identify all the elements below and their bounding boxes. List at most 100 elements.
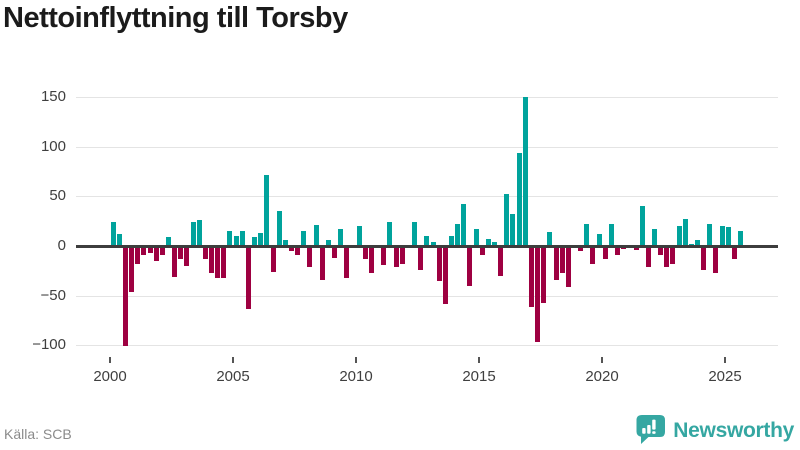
bar bbox=[670, 246, 676, 264]
bar bbox=[362, 246, 368, 259]
bar bbox=[455, 224, 461, 247]
bar bbox=[381, 246, 387, 265]
bar bbox=[467, 246, 473, 286]
gridline bbox=[76, 146, 778, 148]
bar bbox=[639, 206, 645, 247]
bar bbox=[190, 222, 196, 247]
bar bbox=[387, 222, 393, 247]
bar bbox=[245, 246, 251, 309]
bar bbox=[682, 219, 688, 247]
bar bbox=[239, 231, 245, 247]
bar bbox=[147, 246, 153, 253]
bar bbox=[522, 97, 528, 247]
newsworthy-logo-text: Newsworthy bbox=[673, 418, 794, 442]
bar bbox=[399, 246, 405, 264]
bar bbox=[719, 226, 725, 247]
bar bbox=[633, 246, 639, 250]
bar bbox=[731, 246, 737, 259]
bar bbox=[332, 246, 338, 258]
bar bbox=[412, 222, 418, 247]
y-axis-tick-label: 0 bbox=[57, 237, 66, 254]
bar bbox=[541, 246, 547, 303]
bar bbox=[578, 246, 584, 251]
x-axis-tick bbox=[355, 357, 357, 363]
x-axis-tick bbox=[478, 357, 480, 363]
bar bbox=[424, 236, 430, 247]
bar bbox=[282, 240, 288, 247]
bar bbox=[276, 211, 282, 247]
bar bbox=[479, 246, 485, 255]
bar bbox=[664, 246, 670, 267]
source-caption: Källa: SCB bbox=[4, 426, 72, 442]
bar bbox=[547, 232, 553, 247]
bar bbox=[510, 214, 516, 247]
bar bbox=[227, 231, 233, 247]
bar bbox=[528, 246, 534, 307]
bar bbox=[221, 246, 227, 278]
bar bbox=[313, 225, 319, 247]
bar bbox=[165, 237, 171, 247]
bar bbox=[141, 246, 147, 255]
bar bbox=[645, 246, 651, 267]
x-axis-tick bbox=[232, 357, 234, 363]
bar bbox=[153, 246, 159, 261]
y-axis-tick-label: 100 bbox=[40, 137, 66, 155]
bar bbox=[270, 246, 276, 272]
newsworthy-badge-icon bbox=[636, 415, 666, 444]
bar bbox=[356, 226, 362, 247]
bar bbox=[264, 174, 270, 247]
gridline bbox=[76, 345, 778, 347]
bar bbox=[110, 222, 116, 247]
bar bbox=[608, 224, 614, 247]
x-axis-tick-label: 2020 bbox=[585, 368, 619, 385]
bar bbox=[172, 246, 178, 277]
bar bbox=[658, 246, 664, 255]
x-axis-tick bbox=[724, 357, 726, 363]
chart-title: Nettoinflyttning till Torsby bbox=[3, 2, 348, 34]
bar bbox=[485, 239, 491, 247]
bar bbox=[338, 229, 344, 247]
bar bbox=[368, 246, 374, 273]
bar bbox=[178, 246, 184, 259]
y-axis-tick-label: −100 bbox=[32, 336, 66, 354]
gridline bbox=[76, 295, 778, 297]
bar bbox=[707, 224, 713, 247]
bar bbox=[565, 246, 571, 287]
y-axis-tick-label: −50 bbox=[40, 286, 66, 304]
bar bbox=[301, 231, 307, 247]
bar bbox=[184, 246, 190, 266]
bar bbox=[701, 246, 707, 270]
bar bbox=[695, 240, 701, 247]
bar bbox=[448, 236, 454, 247]
y-axis-tick-label: 50 bbox=[49, 187, 66, 205]
bar bbox=[596, 234, 602, 247]
bar bbox=[418, 246, 424, 270]
zero-axis-line bbox=[76, 244, 778, 248]
bar bbox=[498, 246, 504, 276]
bar bbox=[325, 240, 331, 247]
bar bbox=[516, 152, 522, 247]
bar bbox=[436, 246, 442, 281]
gridline bbox=[76, 97, 778, 99]
bar bbox=[553, 246, 559, 280]
bar bbox=[129, 246, 135, 292]
bar bbox=[676, 226, 682, 247]
bar bbox=[215, 246, 221, 278]
x-axis-tick-label: 2015 bbox=[462, 368, 496, 385]
x-axis-tick bbox=[601, 357, 603, 363]
gridline bbox=[76, 196, 778, 198]
bar bbox=[615, 246, 621, 255]
bar bbox=[122, 246, 128, 347]
x-axis-tick-label: 2010 bbox=[339, 368, 373, 385]
bar bbox=[196, 220, 202, 247]
bar bbox=[135, 246, 141, 264]
bar bbox=[393, 246, 399, 267]
bar bbox=[159, 246, 165, 255]
x-axis-tick-label: 2005 bbox=[216, 368, 250, 385]
bar bbox=[319, 246, 325, 280]
bar bbox=[289, 246, 294, 251]
bar bbox=[535, 246, 541, 343]
x-axis-tick-label: 2025 bbox=[708, 368, 742, 385]
x-axis-tick-label: 2000 bbox=[93, 368, 127, 385]
